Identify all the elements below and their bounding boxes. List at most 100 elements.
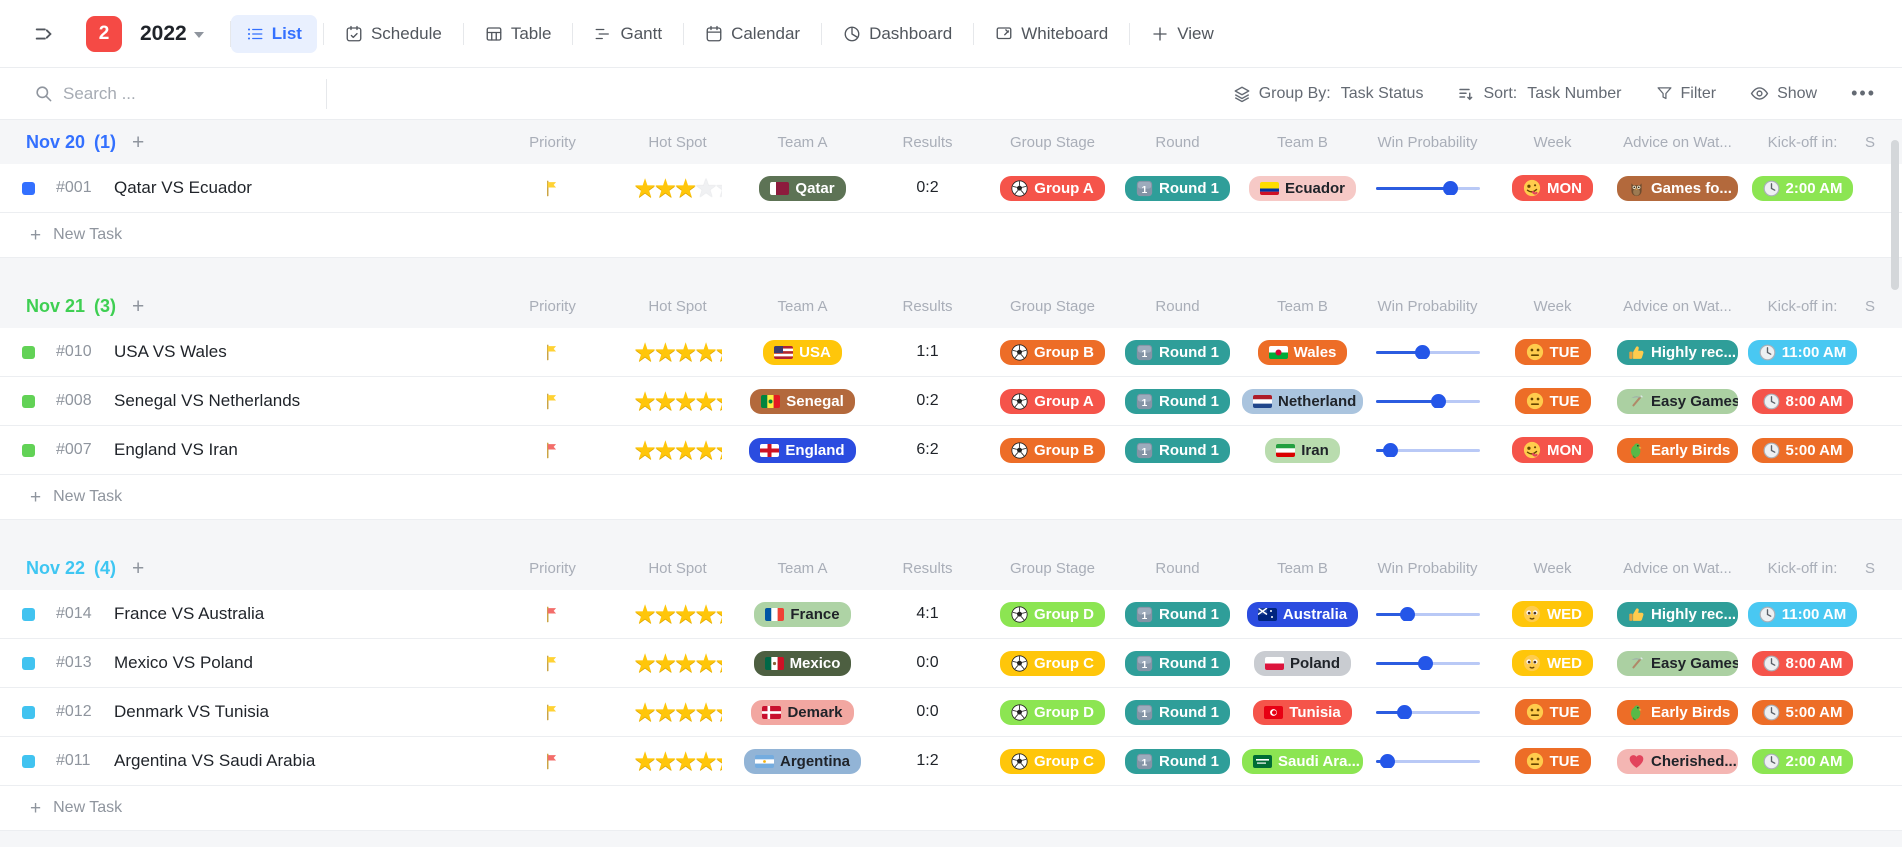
column-header-s[interactable]: S	[1865, 133, 1876, 151]
team-b-tag[interactable]: Ecuador	[1248, 175, 1356, 201]
task-title[interactable]: France VS Australia	[114, 604, 265, 623]
column-header-kick-off-in-[interactable]: Kick-off in:	[1767, 297, 1838, 315]
round-cell[interactable]: 1 Round 1	[1115, 437, 1240, 463]
task-status-bullet[interactable]	[21, 754, 35, 768]
win-probability-slider[interactable]	[1375, 345, 1480, 359]
team-b-tag[interactable]: Tunisia	[1253, 699, 1352, 725]
team-a-cell[interactable]: Senegal	[740, 388, 865, 414]
team-a-cell[interactable]: Demark	[740, 699, 865, 725]
kickoff-cell[interactable]: 5:00 AM	[1740, 437, 1865, 463]
task-status-bullet[interactable]	[21, 705, 35, 719]
task-title[interactable]: USA VS Wales	[114, 342, 227, 361]
group-by-control[interactable]: Group By: Task Status	[1233, 85, 1423, 103]
kickoff-tag[interactable]: 11:00 AM	[1747, 339, 1858, 365]
task-status-bullet[interactable]	[21, 181, 35, 195]
advice-tag[interactable]: Easy Games	[1617, 650, 1738, 676]
column-header-week[interactable]: Week	[1533, 133, 1572, 151]
sort-control[interactable]: Sort: Task Number	[1457, 85, 1622, 103]
task-status-cell[interactable]	[0, 607, 56, 621]
task-title[interactable]: Argentina VS Saudi Arabia	[114, 751, 316, 770]
advice-cell[interactable]: Games fo...	[1615, 175, 1740, 201]
round-tag[interactable]: 1 Round 1	[1125, 699, 1230, 725]
win-probability-slider[interactable]	[1375, 705, 1480, 719]
hot-spot-cell[interactable]: ★★★★★	[615, 175, 740, 202]
tab-calendar[interactable]: Calendar	[690, 15, 815, 53]
win-probability-cell[interactable]	[1365, 394, 1490, 408]
column-header-round[interactable]: Round	[1155, 297, 1200, 315]
round-tag[interactable]: 1 Round 1	[1125, 388, 1230, 414]
task-title[interactable]: England VS Iran	[114, 440, 238, 459]
column-header-s[interactable]: S	[1865, 559, 1876, 577]
slider-knob[interactable]	[1418, 656, 1434, 670]
add-task-to-group-button[interactable]: +	[132, 294, 145, 318]
kickoff-cell[interactable]: 2:00 AM	[1740, 175, 1865, 201]
column-header-advice-on-wat-[interactable]: Advice on Wat...	[1623, 559, 1732, 577]
hot-spot-cell[interactable]: ★★★★★	[615, 339, 740, 366]
task-status-cell[interactable]	[0, 181, 56, 195]
priority-cell[interactable]	[490, 703, 615, 722]
kickoff-tag[interactable]: 2:00 AM	[1751, 175, 1854, 201]
kickoff-tag[interactable]: 2:00 AM	[1751, 748, 1854, 774]
team-a-cell[interactable]: Qatar	[740, 175, 865, 201]
team-a-cell[interactable]: France	[740, 601, 865, 627]
week-cell[interactable]: WED	[1490, 650, 1615, 676]
team-a-cell[interactable]: USA	[740, 339, 865, 365]
team-a-cell[interactable]: England	[740, 437, 865, 463]
advice-tag[interactable]: Games fo...	[1617, 175, 1738, 201]
team-a-tag[interactable]: Mexico	[753, 650, 852, 676]
column-header-group-stage[interactable]: Group Stage	[1009, 133, 1096, 151]
advice-cell[interactable]: Cherished...	[1615, 748, 1740, 774]
column-header-win-probability[interactable]: Win Probability	[1377, 297, 1478, 315]
group-stage-cell[interactable]: Group B	[990, 339, 1115, 365]
advice-tag[interactable]: Early Birds	[1617, 699, 1738, 725]
priority-cell[interactable]	[490, 441, 615, 460]
tab-schedule[interactable]: Schedule	[330, 15, 457, 53]
win-probability-slider[interactable]	[1375, 607, 1480, 621]
kickoff-cell[interactable]: 11:00 AM	[1740, 601, 1865, 627]
round-cell[interactable]: 1 Round 1	[1115, 699, 1240, 725]
week-tag[interactable]: WED	[1512, 650, 1593, 676]
column-header-week[interactable]: Week	[1533, 559, 1572, 577]
column-header-hot-spot[interactable]: Hot Spot	[648, 297, 707, 315]
advice-cell[interactable]: Early Birds	[1615, 699, 1740, 725]
column-header-win-probability[interactable]: Win Probability	[1377, 133, 1478, 151]
more-options-icon[interactable]: •••	[1851, 83, 1876, 103]
win-probability-cell[interactable]	[1365, 345, 1490, 359]
kickoff-cell[interactable]: 8:00 AM	[1740, 650, 1865, 676]
task-status-bullet[interactable]	[21, 656, 35, 670]
task-status-cell[interactable]	[0, 656, 56, 670]
column-header-priority[interactable]: Priority	[529, 133, 576, 151]
column-header-team-b[interactable]: Team B	[1277, 559, 1328, 577]
advice-tag[interactable]: Highly rec...	[1617, 601, 1738, 627]
slider-knob[interactable]	[1383, 443, 1399, 457]
group-stage-tag[interactable]: Group A	[1000, 175, 1105, 201]
group-stage-cell[interactable]: Group B	[990, 437, 1115, 463]
task-title[interactable]: Qatar VS Ecuador	[114, 178, 252, 197]
team-b-cell[interactable]: Ecuador	[1240, 175, 1365, 201]
column-header-team-a[interactable]: Team A	[777, 133, 828, 151]
priority-cell[interactable]	[490, 343, 615, 362]
priority-cell[interactable]	[490, 179, 615, 198]
group-stage-tag[interactable]: Group C	[1000, 650, 1105, 676]
search-box[interactable]	[34, 83, 326, 104]
search-input[interactable]	[63, 83, 283, 104]
column-header-team-b[interactable]: Team B	[1277, 133, 1328, 151]
week-tag[interactable]: TUE	[1514, 699, 1591, 725]
team-b-tag[interactable]: Saudi Ara...	[1242, 748, 1363, 774]
group-stage-cell[interactable]: Group A	[990, 175, 1115, 201]
group-stage-tag[interactable]: Group A	[1000, 388, 1105, 414]
hot-spot-cell[interactable]: ★★★★★	[615, 748, 740, 775]
task-title[interactable]: Senegal VS Netherlands	[114, 391, 301, 410]
priority-cell[interactable]	[490, 752, 615, 771]
column-header-priority[interactable]: Priority	[529, 559, 576, 577]
column-header-team-a[interactable]: Team A	[777, 297, 828, 315]
win-probability-slider[interactable]	[1375, 443, 1480, 457]
team-b-cell[interactable]: Wales	[1240, 339, 1365, 365]
week-cell[interactable]: WED	[1490, 601, 1615, 627]
win-probability-cell[interactable]	[1365, 754, 1490, 768]
slider-knob[interactable]	[1399, 607, 1415, 621]
round-tag[interactable]: 1 Round 1	[1125, 650, 1230, 676]
slider-knob[interactable]	[1415, 345, 1431, 359]
hot-spot-cell[interactable]: ★★★★★	[615, 699, 740, 726]
kickoff-tag[interactable]: 11:00 AM	[1747, 601, 1858, 627]
